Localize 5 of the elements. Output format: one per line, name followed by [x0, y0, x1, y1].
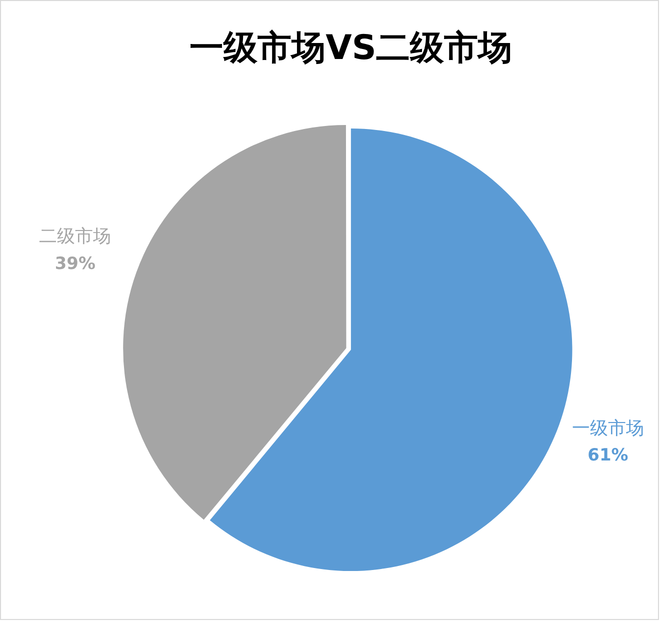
- slice-label: 二级市场: [39, 226, 112, 248]
- chart-title: 一级市场VS二级市场: [190, 28, 512, 68]
- data-label: 61%: [588, 444, 628, 465]
- data-label: 39%: [54, 252, 96, 273]
- slice-label: 一级市场: [572, 418, 644, 439]
